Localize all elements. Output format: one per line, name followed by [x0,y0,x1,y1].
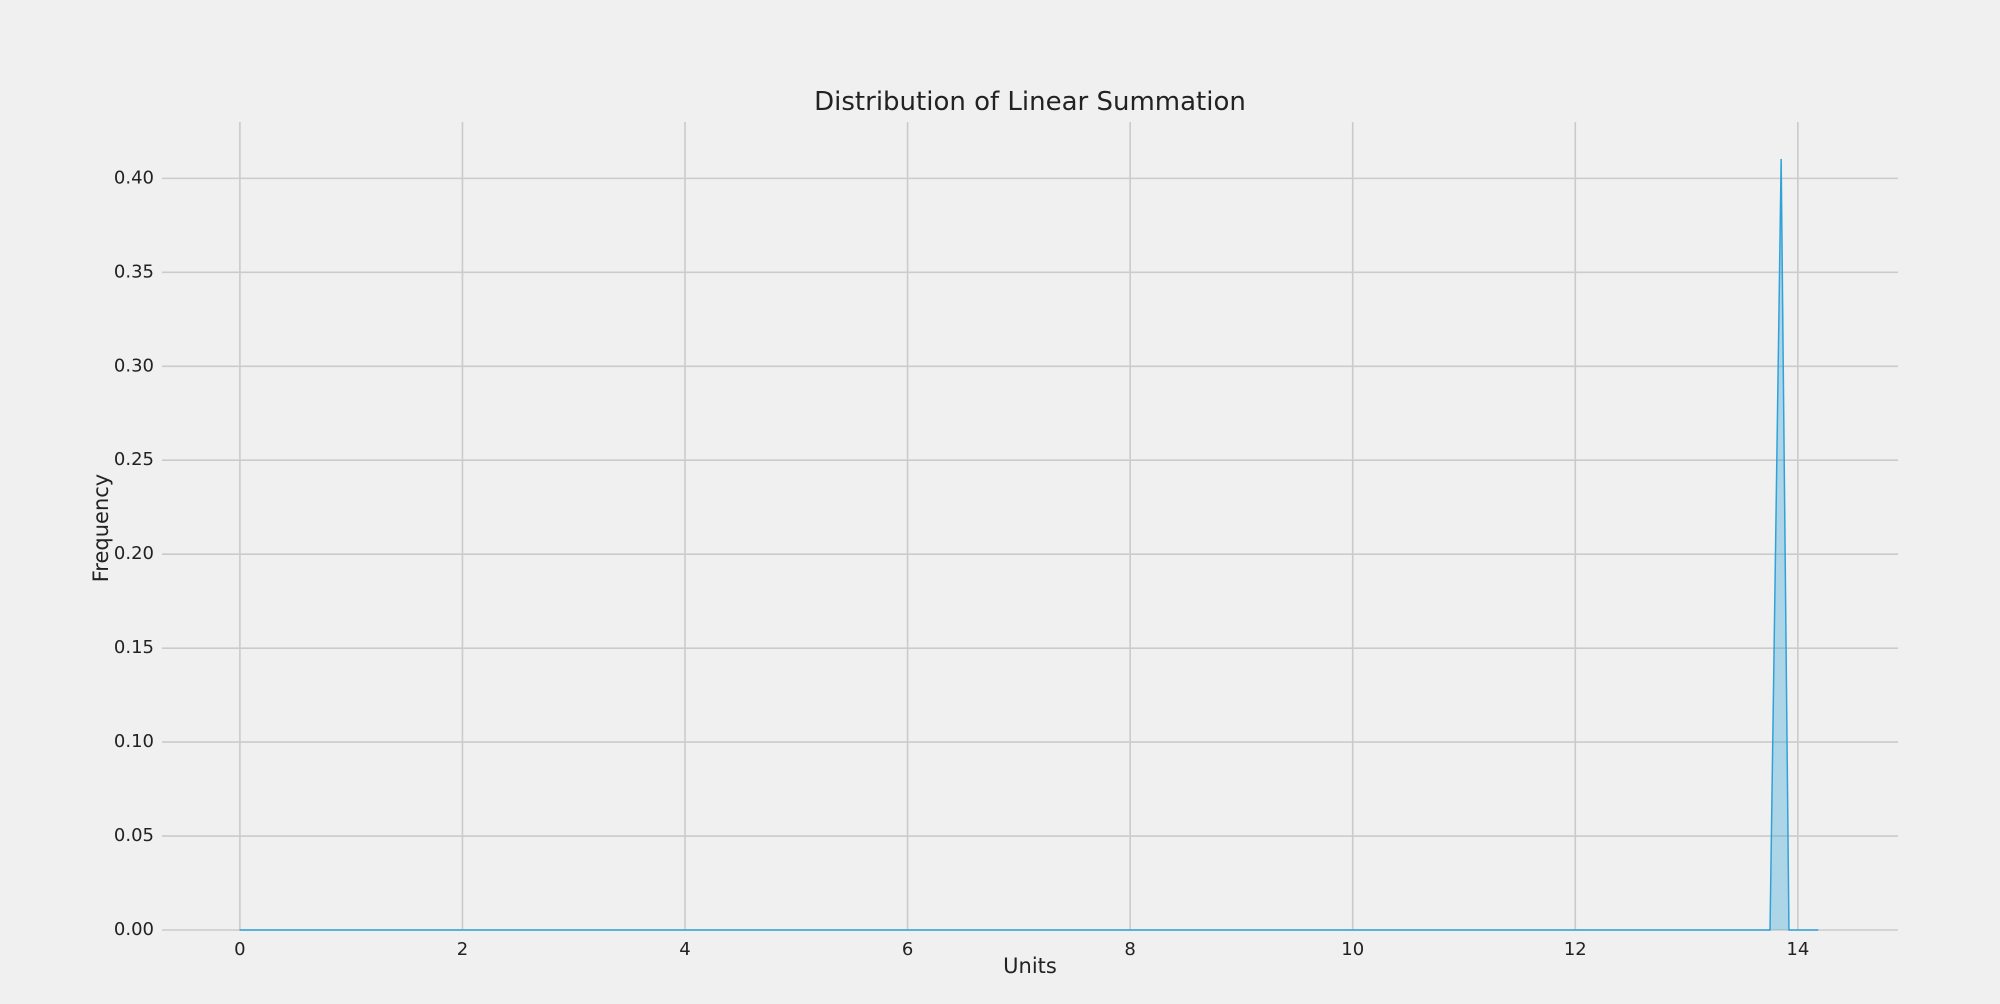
density-area [239,158,1819,931]
density-point [1780,158,1782,161]
y-tick-label: 0.00 [114,919,154,940]
density-point [1788,929,1790,931]
chart-title: Distribution of Linear Summation [814,87,1246,117]
x-axis-label: Units [1003,954,1057,978]
y-tick-label: 0.20 [114,543,154,564]
x-tick-label: 10 [1341,939,1364,960]
y-tick-label: 0.35 [114,261,154,282]
x-tick-label: 8 [1124,939,1135,960]
y-tick-label: 0.25 [114,449,154,470]
density-area-fill [239,159,1818,930]
y-axis-label: Frequency [89,474,113,583]
x-tick-label: 2 [457,939,468,960]
x-tick-label: 12 [1564,939,1587,960]
tick-labels: 0 2 4 6 8 10 12 14 0.00 0.05 0.10 0.15 0.20 0.25 0.30 0… [114,167,1809,960]
y-tick-label: 0.40 [114,167,154,188]
x-tick-label: 14 [1786,939,1809,960]
y-tick-label: 0.30 [114,355,154,376]
y-tick-label: 0.10 [114,731,154,752]
density-line [239,158,1818,931]
x-tick-label: 4 [679,939,690,960]
density-point [239,929,241,931]
y-tick-label: 0.05 [114,825,154,846]
density-point [1817,929,1819,931]
x-tick-label: 6 [902,939,913,960]
y-tick-label: 0.15 [114,637,154,658]
grid [162,122,1898,931]
x-tick-label: 0 [234,939,245,960]
density-point [1769,929,1771,931]
